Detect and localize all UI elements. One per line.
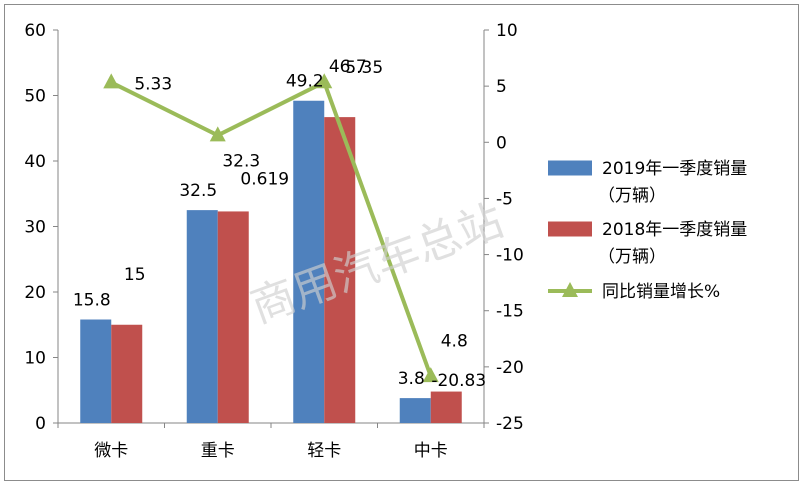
right-tick-label: -20 — [496, 358, 524, 378]
right-tick-label: 10 — [496, 21, 518, 41]
right-tick-label: 5 — [496, 77, 507, 97]
legend-swatch — [548, 160, 592, 176]
category-label: 重卡 — [201, 441, 235, 461]
line-marker — [316, 73, 333, 89]
line-data-label: 5.35 — [345, 58, 383, 78]
right-tick-label: -15 — [496, 302, 524, 322]
left-tick-label: 0 — [35, 414, 46, 434]
growth-line-path — [110, 80, 433, 377]
bars — [80, 100, 462, 424]
bar — [217, 211, 249, 423]
bar-data-label: 32.3 — [222, 151, 260, 171]
left-tick-label: 20 — [24, 283, 46, 303]
bar-data-label: 4.8 — [441, 332, 468, 352]
category-label: 中卡 — [414, 441, 448, 461]
legend-swatch — [548, 221, 592, 237]
bar-data-label: 32.5 — [179, 181, 217, 201]
right-tick-label: 0 — [496, 133, 507, 153]
growth-line — [103, 73, 439, 383]
legend-marker — [562, 282, 578, 297]
bar-data-label: 15 — [124, 265, 146, 285]
axes: 0 10 20 30 40 50 60 -25 -20 -15 -10 -5 0 5 10 微卡 重卡 轻卡 中卡 — [24, 21, 523, 461]
left-tick-label: 10 — [24, 349, 46, 369]
left-tick-label: 30 — [24, 218, 46, 238]
bar — [111, 324, 143, 423]
legend-label: 2019年一季度销量 — [602, 159, 747, 179]
bar-data-label: 15.8 — [73, 291, 111, 311]
bar-data-label: 49.2 — [286, 72, 324, 92]
legend-label: 同比销量增长% — [602, 282, 720, 302]
line-marker — [422, 367, 439, 383]
category-label: 轻卡 — [307, 441, 341, 461]
data-labels: 15.8 32.5 49.2 3.8 15 32.3 46.7 4.8 5.33 0.619 5.3… — [73, 57, 486, 391]
bar-data-label: 3.8 — [398, 369, 425, 389]
bar-data-label: 46.7 — [329, 57, 367, 77]
line-data-label: -20.83 — [431, 371, 486, 391]
line-marker — [209, 126, 226, 142]
bar — [80, 319, 112, 423]
right-tick-label: -10 — [496, 246, 524, 266]
line-data-label: 5.33 — [134, 74, 172, 94]
legend-label-unit: （万辆） — [598, 247, 666, 267]
left-tick-label: 50 — [24, 87, 46, 107]
line-marker — [103, 73, 120, 89]
right-tick-label: -25 — [496, 414, 524, 434]
bar — [430, 391, 462, 423]
category-label: 微卡 — [94, 441, 128, 461]
left-tick-label: 60 — [24, 21, 46, 41]
legend-label: 2018年一季度销量 — [602, 220, 747, 240]
bar — [186, 210, 218, 423]
line-data-label: 0.619 — [240, 169, 289, 189]
right-tick-label: -5 — [496, 189, 513, 209]
legend-label-unit: （万辆） — [598, 186, 666, 206]
bar — [399, 398, 431, 423]
legend: 2019年一季度销量 （万辆） 2018年一季度销量 （万辆） 同比销量增长% — [548, 159, 747, 302]
watermark-text: 商用汽车总站 — [244, 195, 510, 333]
bar — [293, 100, 325, 424]
bar — [324, 117, 356, 424]
left-tick-label: 40 — [24, 152, 46, 172]
